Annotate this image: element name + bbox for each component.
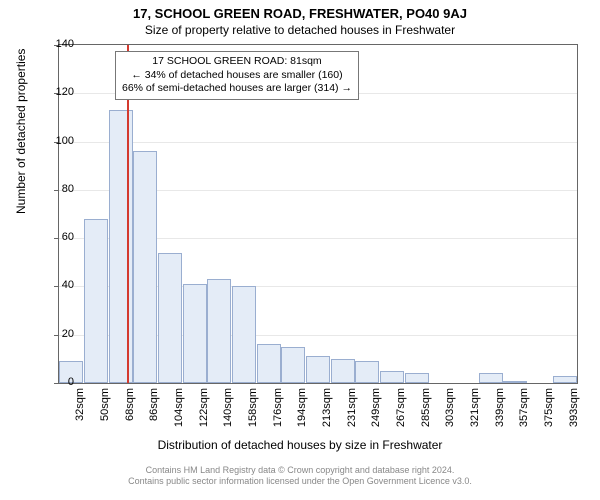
xtick-label: 357sqm [518,388,530,427]
histogram-bar [183,284,207,383]
x-axis-label: Distribution of detached houses by size … [0,438,600,452]
xtick-label: 249sqm [370,388,382,427]
xtick-label: 86sqm [148,388,160,421]
ytick-label: 0 [44,376,74,388]
xtick-label: 393sqm [568,388,580,427]
footer-attribution: Contains HM Land Registry data © Crown c… [0,465,600,488]
ytick-label: 40 [44,279,74,291]
histogram-bar [207,279,231,383]
histogram-bar [355,361,379,383]
xtick-label: 50sqm [99,388,111,421]
xtick-label: 213sqm [321,388,333,427]
xtick-label: 140sqm [222,388,234,427]
xtick-label: 303sqm [444,388,456,427]
xtick-label: 32sqm [74,388,86,421]
ytick-label: 140 [44,38,74,50]
histogram-bar [306,356,330,383]
histogram-bar [232,286,256,383]
annotation-line1: 17 SCHOOL GREEN ROAD: 81sqm [152,55,321,67]
ytick-label: 20 [44,328,74,340]
annotation-line3: 66% of semi-detached houses are larger (… [122,82,352,94]
histogram-bar [380,371,404,383]
xtick-label: 375sqm [543,388,555,427]
histogram-bar [405,373,429,383]
histogram-bar [84,219,108,383]
xtick-label: 176sqm [272,388,284,427]
gridline [59,142,577,143]
histogram-bar [331,359,355,383]
histogram-bar [553,376,577,383]
xtick-label: 321sqm [469,388,481,427]
histogram-bar [109,110,133,383]
xtick-label: 122sqm [198,388,210,427]
y-axis-label: Number of detached properties [14,49,28,214]
xtick-label: 267sqm [395,388,407,427]
ytick-label: 120 [44,86,74,98]
xtick-label: 285sqm [420,388,432,427]
xtick-label: 158sqm [247,388,259,427]
histogram-bar [133,151,157,383]
ytick-label: 80 [44,183,74,195]
ytick-label: 100 [44,135,74,147]
annotation-line2: ← 34% of detached houses are smaller (16… [131,69,342,81]
histogram-bar [503,381,527,383]
histogram-bar [479,373,503,383]
xtick-label: 339sqm [494,388,506,427]
histogram-bar [158,253,182,383]
xtick-label: 104sqm [173,388,185,427]
chart-subtitle: Size of property relative to detached ho… [0,21,600,37]
ytick-label: 60 [44,231,74,243]
plot-area: 17 SCHOOL GREEN ROAD: 81sqm ← 34% of deta… [58,44,578,384]
xtick-label: 194sqm [296,388,308,427]
footer-line1: Contains HM Land Registry data © Crown c… [146,465,455,475]
histogram-bar [257,344,281,383]
chart-title: 17, SCHOOL GREEN ROAD, FRESHWATER, PO40 … [0,0,600,21]
histogram-bar [281,347,305,383]
footer-line2: Contains public sector information licen… [128,476,472,486]
xtick-label: 231sqm [346,388,358,427]
xtick-label: 68sqm [124,388,136,421]
annotation-box: 17 SCHOOL GREEN ROAD: 81sqm ← 34% of deta… [115,51,359,100]
